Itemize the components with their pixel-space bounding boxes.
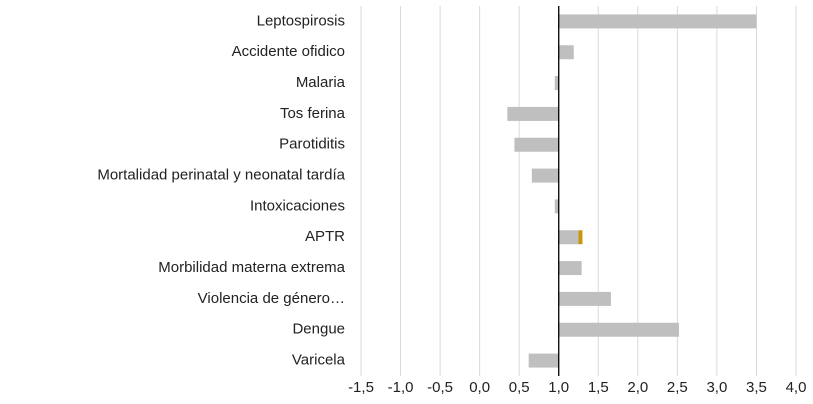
- x-tick-label: 3,5: [746, 379, 767, 396]
- bar: [531, 168, 559, 183]
- bar: [514, 137, 559, 152]
- category-label: APTR: [305, 228, 345, 245]
- x-tick-label: 2,0: [627, 379, 648, 396]
- x-tick-label: -1,5: [348, 379, 374, 396]
- bar: [558, 322, 679, 337]
- bar: [558, 291, 611, 306]
- category-label: Intoxicaciones: [250, 197, 345, 214]
- category-label: Morbilidad materna extrema: [158, 259, 345, 276]
- category-label: Leptospirosis: [257, 12, 345, 29]
- x-tick-label: 4,0: [786, 379, 807, 396]
- bar: [558, 261, 582, 276]
- category-label: Varicela: [292, 352, 346, 369]
- bar: [558, 14, 757, 29]
- category-label: Accidente ofidico: [232, 43, 345, 60]
- bar: [528, 353, 559, 368]
- category-label: Parotiditis: [279, 136, 345, 153]
- x-tick-label: 2,5: [667, 379, 688, 396]
- category-label: Tos ferina: [280, 105, 346, 122]
- category-label: Mortalidad perinatal y neonatal tardía: [97, 167, 345, 184]
- bar: [558, 45, 574, 60]
- bar: [554, 199, 559, 214]
- x-tick-label: 0,5: [509, 379, 530, 396]
- x-tick-label: 1,5: [588, 379, 609, 396]
- x-tick-label: 0,0: [469, 379, 490, 396]
- bar: [578, 230, 583, 245]
- bar: [507, 106, 559, 121]
- category-label: Violencia de género…: [198, 290, 345, 307]
- x-tick-label: -1,0: [388, 379, 414, 396]
- x-tick-label: 1,0: [548, 379, 569, 396]
- bar: [554, 76, 559, 91]
- category-label: Malaria: [296, 74, 346, 91]
- x-tick-label: 3,0: [706, 379, 727, 396]
- bar: [558, 230, 579, 245]
- x-tick-label: -0,5: [427, 379, 453, 396]
- category-label: Dengue: [292, 321, 345, 338]
